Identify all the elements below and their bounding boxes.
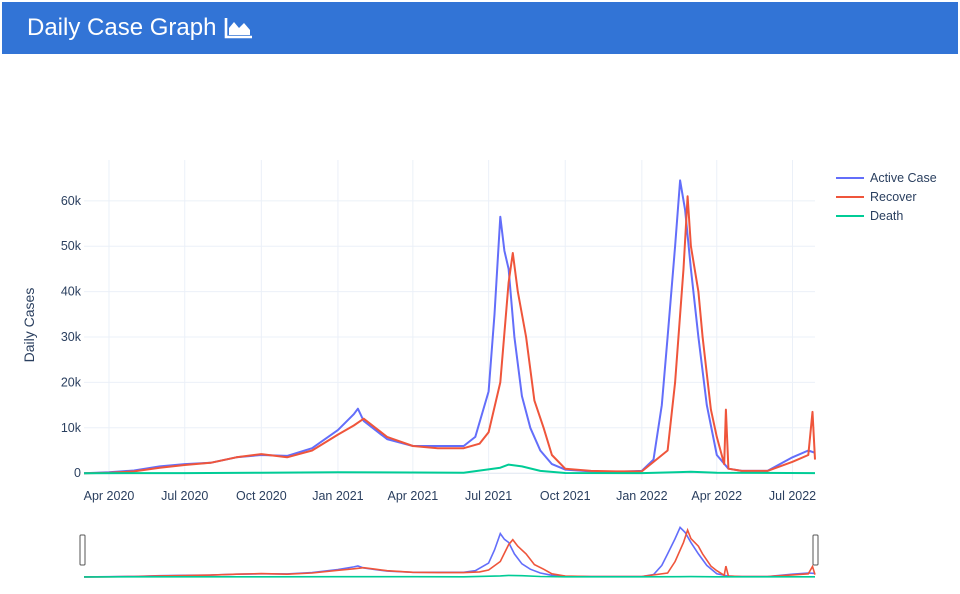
grid-lines [84, 160, 815, 480]
legend-label: Recover [870, 190, 917, 204]
legend-label: Active Case [870, 171, 937, 185]
x-tick-label: Jul 2022 [769, 489, 816, 503]
y-tick-label: 60k [61, 194, 82, 208]
y-axis-ticks: 0 10k 20k 30k 40k 50k 60k [61, 194, 82, 480]
y-tick-label: 30k [61, 330, 82, 344]
x-tick-label: Oct 2020 [236, 489, 287, 503]
range-slider[interactable] [79, 522, 819, 580]
legend-label: Death [870, 209, 903, 223]
x-tick-label: Jan 2021 [312, 489, 363, 503]
area-chart-icon [224, 16, 254, 40]
legend-item-recover[interactable]: Recover [836, 190, 917, 204]
death-line [83, 463, 816, 475]
header-bar: Daily Case Graph [2, 2, 958, 54]
recover-line [83, 195, 816, 475]
x-tick-label: Jul 2021 [465, 489, 512, 503]
legend-item-death[interactable]: Death [836, 209, 903, 223]
legend-item-active-case[interactable]: Active Case [836, 171, 937, 185]
x-tick-label: Apr 2020 [84, 489, 135, 503]
y-tick-label: 20k [61, 375, 82, 389]
page-title: Daily Case Graph [27, 14, 217, 41]
range-slider-left-handle[interactable] [79, 534, 86, 566]
y-tick-label: 10k [61, 421, 82, 435]
x-axis-ticks: Apr 2020 Jul 2020 Oct 2020 Jan 2021 Apr 2021… [84, 489, 817, 503]
y-tick-label: 40k [61, 285, 82, 299]
x-tick-label: Jan 2022 [616, 489, 667, 503]
range-slider-background [84, 522, 815, 580]
slider-recover-line [83, 527, 816, 578]
y-tick-label: 0 [74, 466, 81, 480]
active-case-line [83, 179, 816, 475]
slider-death-line [83, 574, 815, 578]
legend[interactable]: Active Case Recover Death [836, 171, 937, 223]
x-tick-label: Apr 2022 [691, 489, 742, 503]
y-tick-label: 50k [61, 239, 82, 253]
y-axis-label: Daily Cases [21, 288, 37, 363]
x-tick-label: Oct 2021 [540, 489, 591, 503]
x-tick-label: Apr 2021 [387, 489, 438, 503]
x-tick-label: Jul 2020 [161, 489, 208, 503]
main-plot-series [83, 179, 816, 475]
range-slider-right-handle[interactable] [812, 534, 819, 566]
